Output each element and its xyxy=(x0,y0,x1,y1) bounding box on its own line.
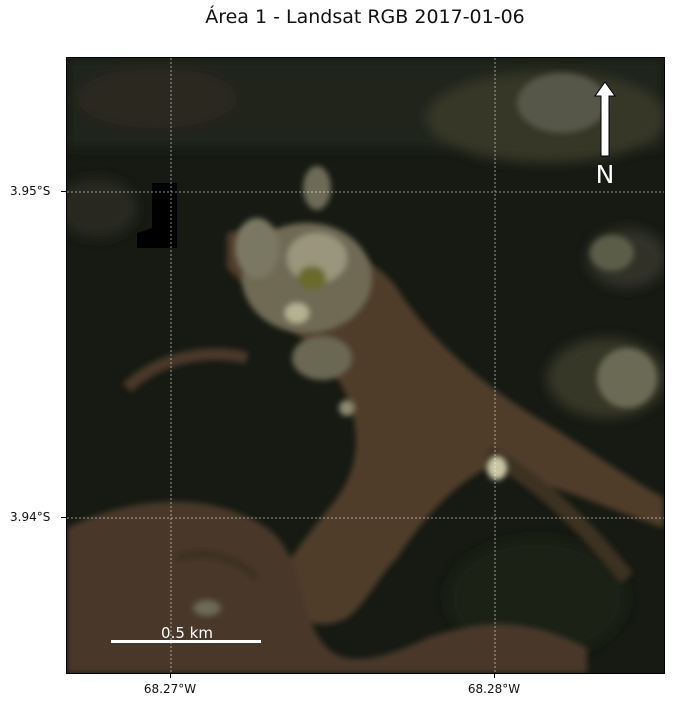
x-tick-mark-2 xyxy=(494,673,495,678)
scale-bar xyxy=(111,640,261,643)
satellite-image: N 0.5 km xyxy=(67,58,664,673)
north-label: N xyxy=(596,160,615,189)
map-title: Área 1 - Landsat RGB 2017-01-06 xyxy=(205,6,525,28)
north-arrow-icon xyxy=(594,81,616,157)
river-channels xyxy=(67,229,664,673)
y-tick-mark-1 xyxy=(61,191,66,192)
x-tick-label-2: 68.28°W xyxy=(467,682,521,696)
y-tick-label-2: 3.94°S xyxy=(10,510,51,524)
x-tick-label-1: 68.27°W xyxy=(143,682,197,696)
clearings xyxy=(193,73,657,616)
no-data-patch xyxy=(137,183,177,248)
x-tick-mark-1 xyxy=(170,673,171,678)
gridlines xyxy=(67,58,664,673)
y-tick-label-1: 3.95°S xyxy=(10,184,51,198)
scale-bar-label: 0.5 km xyxy=(161,624,213,642)
satellite-map[interactable]: N 0.5 km xyxy=(66,57,665,674)
y-tick-mark-2 xyxy=(61,517,66,518)
